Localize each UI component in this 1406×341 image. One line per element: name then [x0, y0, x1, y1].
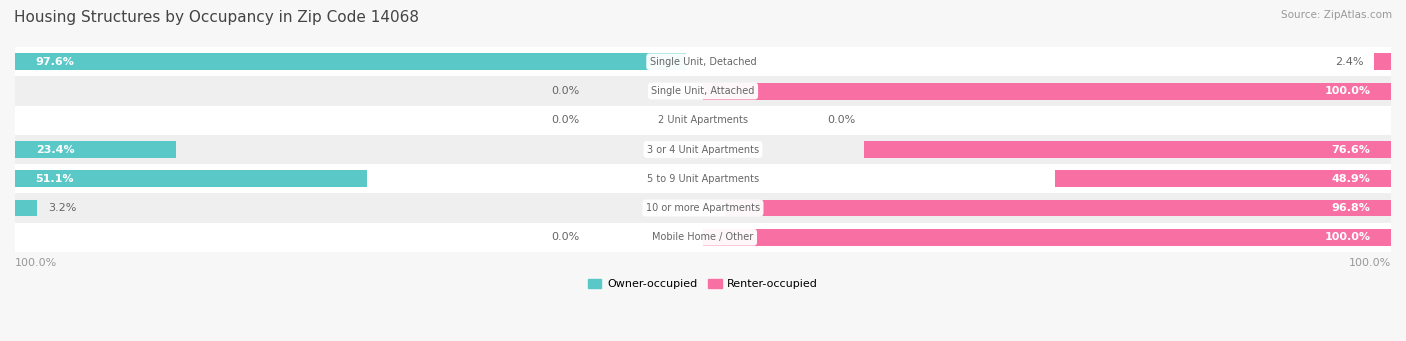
Bar — [15, 135, 1391, 164]
Bar — [15, 199, 37, 217]
Bar — [703, 83, 1391, 100]
Bar — [725, 199, 1391, 217]
Bar — [703, 229, 1391, 246]
Text: 2.4%: 2.4% — [1334, 57, 1364, 67]
Text: 100.0%: 100.0% — [1324, 86, 1371, 96]
Text: 23.4%: 23.4% — [35, 145, 75, 154]
Bar — [1375, 53, 1391, 70]
Text: 48.9%: 48.9% — [1331, 174, 1371, 184]
Text: 0.0%: 0.0% — [551, 115, 579, 125]
Text: 3.2%: 3.2% — [48, 203, 76, 213]
Text: 3 or 4 Unit Apartments: 3 or 4 Unit Apartments — [647, 145, 759, 154]
Bar — [1054, 170, 1391, 187]
Text: Mobile Home / Other: Mobile Home / Other — [652, 232, 754, 242]
Text: 100.0%: 100.0% — [15, 258, 58, 268]
Text: 10 or more Apartments: 10 or more Apartments — [645, 203, 761, 213]
Text: 5 to 9 Unit Apartments: 5 to 9 Unit Apartments — [647, 174, 759, 184]
Text: 100.0%: 100.0% — [1348, 258, 1391, 268]
Text: 97.6%: 97.6% — [35, 57, 75, 67]
Text: Source: ZipAtlas.com: Source: ZipAtlas.com — [1281, 10, 1392, 20]
Bar — [15, 76, 1391, 106]
Bar — [15, 53, 686, 70]
Bar — [15, 106, 1391, 135]
Bar — [15, 141, 176, 158]
Bar — [865, 141, 1391, 158]
Legend: Owner-occupied, Renter-occupied: Owner-occupied, Renter-occupied — [583, 274, 823, 294]
Text: 51.1%: 51.1% — [35, 174, 75, 184]
Bar — [15, 47, 1391, 76]
Text: 0.0%: 0.0% — [827, 115, 855, 125]
Bar — [15, 170, 367, 187]
Text: Single Unit, Attached: Single Unit, Attached — [651, 86, 755, 96]
Bar — [15, 193, 1391, 223]
Text: 0.0%: 0.0% — [551, 232, 579, 242]
Text: Single Unit, Detached: Single Unit, Detached — [650, 57, 756, 67]
Bar — [15, 223, 1391, 252]
Text: 100.0%: 100.0% — [1324, 232, 1371, 242]
Text: 76.6%: 76.6% — [1331, 145, 1371, 154]
Bar — [15, 164, 1391, 193]
Text: Housing Structures by Occupancy in Zip Code 14068: Housing Structures by Occupancy in Zip C… — [14, 10, 419, 25]
Text: 96.8%: 96.8% — [1331, 203, 1371, 213]
Text: 2 Unit Apartments: 2 Unit Apartments — [658, 115, 748, 125]
Text: 0.0%: 0.0% — [551, 86, 579, 96]
